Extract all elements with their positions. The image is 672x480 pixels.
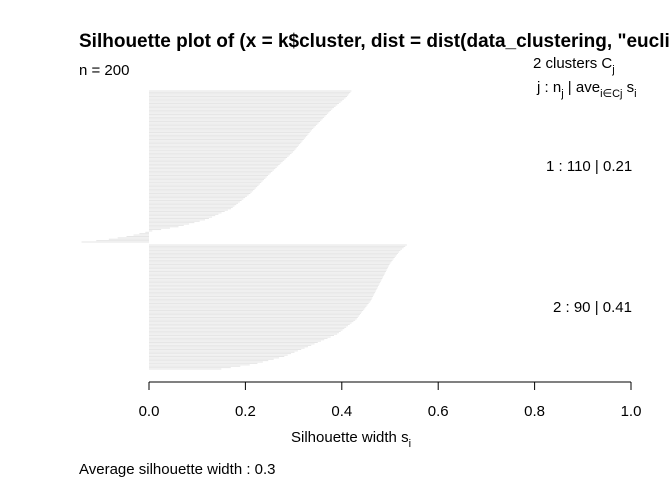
- x-axis-label-main: Silhouette width s: [291, 429, 409, 446]
- clusters-header-j: j : n: [536, 79, 561, 96]
- clusters-header-line1: 2 clusters Cj: [533, 55, 615, 76]
- chart-title: Silhouette plot of (x = k$cluster, dist …: [79, 31, 670, 52]
- x-tick-label: 0.8: [524, 403, 545, 420]
- clusters-header-s-sub: i: [634, 88, 636, 100]
- x-tick-label: 0.6: [428, 403, 449, 420]
- x-axis-label: Silhouette width si: [291, 429, 411, 450]
- n-label: n = 200: [79, 62, 129, 79]
- clusters-header-j-sub: j: [560, 88, 563, 100]
- clusters-header-sub: j: [611, 64, 614, 76]
- x-tick-label: 1.0: [621, 403, 642, 420]
- clusters-header-line2: j : nj | avei∈Cj si: [536, 79, 637, 100]
- cluster-1-bars: [81, 90, 352, 243]
- clusters-header-s: s: [622, 79, 634, 96]
- x-axis-label-sub: i: [409, 438, 411, 450]
- x-tick-label: 0.4: [331, 403, 352, 420]
- cluster-2-bars: [149, 244, 407, 370]
- clusters-header-ave-sub: i∈Cj: [600, 88, 622, 100]
- cluster-2-label: 2 : 90 | 0.41: [553, 299, 632, 316]
- cluster-1-label: 1 : 110 | 0.21: [546, 158, 632, 175]
- clusters-header-prefix: 2 clusters C: [533, 55, 612, 72]
- x-tick-label: 0.2: [235, 403, 256, 420]
- x-axis: 0.0 0.2 0.4 0.6 0.8 1.0: [139, 381, 642, 420]
- x-tick-label: 0.0: [139, 403, 160, 420]
- clusters-header-ave: | ave: [564, 79, 600, 96]
- average-silhouette-label: Average silhouette width : 0.3: [79, 461, 276, 478]
- clusters-header: 2 clusters Cj j : nj | avei∈Cj si: [533, 55, 637, 100]
